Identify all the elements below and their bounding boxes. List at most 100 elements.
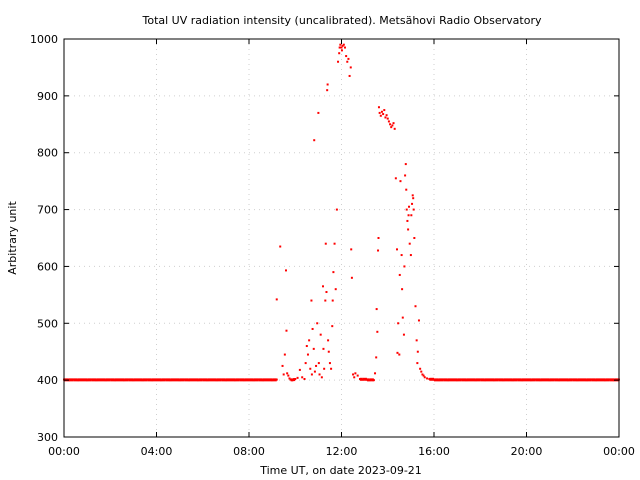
data-point — [363, 378, 366, 381]
data-point — [353, 376, 356, 379]
data-point — [261, 379, 264, 382]
grid-lines — [64, 39, 619, 437]
data-point — [377, 249, 380, 252]
data-point — [386, 117, 389, 120]
data-point — [296, 376, 299, 379]
data-point — [238, 378, 241, 381]
data-point — [553, 378, 556, 381]
data-point — [313, 370, 316, 373]
data-point — [271, 379, 274, 382]
data-point — [413, 237, 416, 239]
data-point — [335, 208, 338, 211]
data-point — [507, 378, 509, 381]
data-point — [301, 376, 304, 379]
data-point — [315, 364, 318, 367]
data-point — [382, 113, 385, 116]
data-point — [229, 378, 232, 381]
data-point — [392, 122, 395, 125]
data-point — [405, 188, 408, 191]
data-point — [599, 378, 602, 381]
data-point — [340, 46, 343, 49]
data-point — [396, 248, 398, 251]
data-point — [446, 379, 449, 382]
data-point — [331, 299, 334, 302]
data-point — [224, 379, 227, 382]
x-tick-labels: 00:00 04:00 08:00 12:00 16:00 20:00 00:00 — [48, 445, 635, 458]
data-point — [178, 379, 181, 382]
data-point — [405, 208, 408, 211]
data-point — [305, 345, 308, 348]
data-point — [311, 327, 314, 330]
data-point — [359, 378, 361, 381]
data-point — [316, 322, 319, 325]
data-point — [401, 288, 404, 291]
data-point — [257, 378, 260, 381]
data-point — [391, 124, 394, 127]
data-point — [310, 373, 313, 376]
data-point — [428, 378, 431, 381]
data-point — [379, 114, 382, 117]
data-point — [396, 351, 399, 354]
y-axis-label: Arbitrary unit — [6, 201, 19, 275]
data-point — [493, 379, 496, 382]
data-point — [324, 299, 327, 302]
data-point — [342, 43, 345, 46]
data-point — [169, 379, 172, 382]
data-point — [341, 44, 344, 47]
data-point — [201, 378, 204, 381]
data-point — [174, 378, 176, 381]
x-axis-label: Time UT, on date 2023-09-21 — [259, 464, 422, 477]
data-point — [361, 378, 364, 381]
data-point — [544, 378, 546, 381]
data-point — [100, 378, 102, 381]
data-point — [414, 305, 417, 308]
data-point — [416, 362, 419, 365]
data-point — [479, 378, 482, 381]
data-point — [387, 120, 390, 123]
data-point — [340, 49, 343, 52]
data-point — [345, 55, 348, 58]
data-point — [123, 379, 126, 382]
data-point — [354, 372, 357, 375]
x-tick-label: 08:00 — [233, 445, 265, 458]
data-point — [548, 379, 551, 382]
data-point — [400, 254, 403, 257]
data-point — [313, 139, 316, 142]
data-point — [590, 378, 593, 381]
data-point — [109, 378, 112, 381]
data-point — [423, 376, 426, 379]
data-point — [279, 245, 282, 248]
data-point — [95, 379, 98, 382]
data-point — [368, 379, 371, 382]
data-point — [433, 378, 435, 381]
data-point — [266, 378, 269, 381]
data-point — [608, 378, 611, 381]
x-tick-label: 04:00 — [141, 445, 173, 458]
data-point — [288, 377, 291, 380]
data-point — [420, 370, 423, 373]
x-tick-label: 12:00 — [326, 445, 358, 458]
data-point — [327, 339, 330, 342]
data-point — [397, 322, 400, 325]
data-point — [312, 347, 315, 350]
data-point — [132, 379, 135, 382]
data-point — [325, 291, 328, 294]
data-point — [377, 237, 380, 239]
data-point — [451, 378, 454, 381]
data-point — [275, 298, 278, 301]
x-tick-label: 16:00 — [418, 445, 450, 458]
data-point — [398, 273, 401, 276]
data-point — [389, 123, 392, 126]
data-point — [350, 248, 353, 251]
x-tick-label: 20:00 — [511, 445, 543, 458]
data-point — [281, 364, 284, 367]
data-point — [319, 333, 322, 336]
data-points — [63, 43, 620, 382]
data-point — [330, 367, 333, 370]
data-point — [416, 350, 419, 353]
data-point — [407, 228, 410, 231]
data-point — [372, 379, 375, 382]
data-point — [243, 379, 246, 382]
data-point — [146, 378, 149, 381]
data-point — [415, 339, 418, 342]
